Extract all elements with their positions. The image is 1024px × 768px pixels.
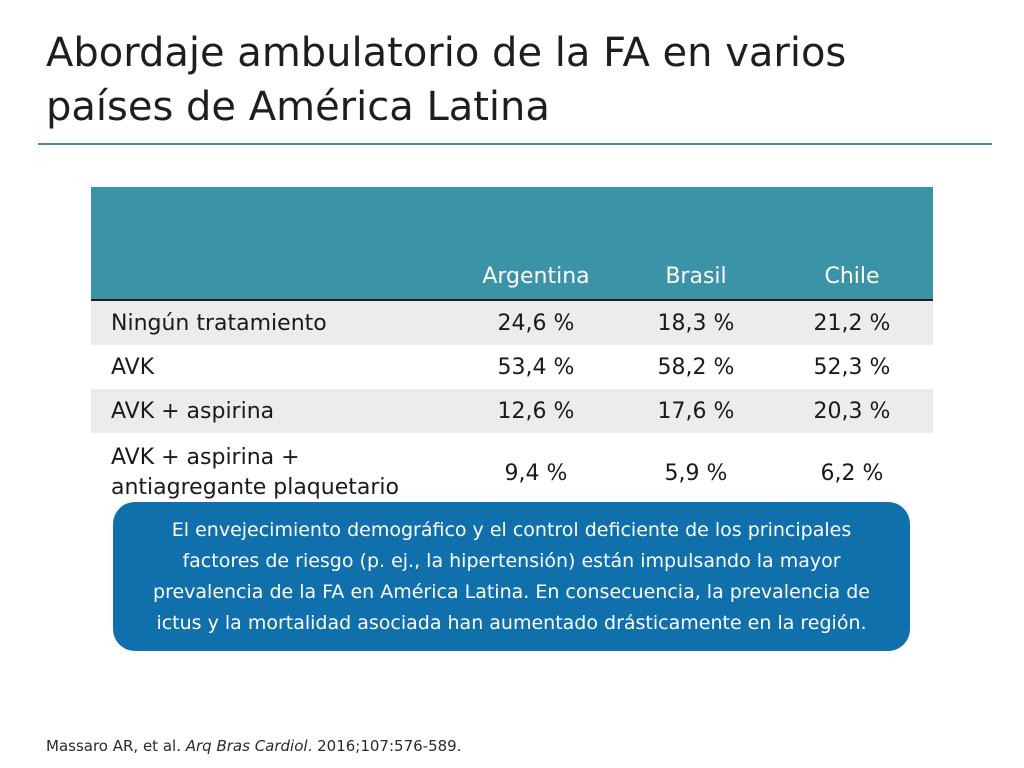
cell-value: 20,3 % — [771, 389, 933, 433]
cell-value: 21,2 % — [771, 300, 933, 345]
cell-value: 24,6 % — [451, 300, 621, 345]
row-label: AVK + aspirina + antiagregante plaquetar… — [91, 433, 451, 513]
cell-value: 6,2 % — [820, 460, 884, 486]
table-row: Ningún tratamiento 24,6 % 18,3 % 21,2 % — [91, 300, 933, 345]
cell-value: 5,9 % — [664, 460, 728, 486]
cell-value: 18,3 % — [621, 300, 771, 345]
cell-value: 52,3 % — [813, 354, 891, 380]
row-label: Ningún tratamiento — [91, 300, 451, 345]
citation-journal: Arq Bras Cardiol — [185, 737, 308, 755]
row-label: AVK — [111, 354, 155, 380]
table-row: AVK + aspirina 12,6 % 17,6 % 20,3 % — [91, 389, 933, 433]
table-row: AVK 53,4 % 58,2 % 52,3 % — [91, 345, 933, 389]
table-header-row: Argentina Brasil Chile — [91, 187, 933, 301]
table-row: AVK + aspirina + antiagregante plaquetar… — [91, 433, 933, 513]
citation-authors: Massaro AR, et al. — [46, 737, 181, 755]
slide-title-line-1: Abordaje ambulatorio de la FA en varios — [46, 30, 847, 76]
column-header-argentina: Argentina — [451, 187, 621, 301]
column-header-chile: Chile — [771, 187, 933, 301]
citation-details: . 2016;107:576-589. — [307, 737, 462, 755]
callout-text: El envejecimiento demográfico y el contr… — [153, 518, 870, 634]
table-header-corner — [91, 187, 451, 301]
slide-title: Abordaje ambulatorio de la FA en varios … — [46, 26, 946, 134]
cell-value: 53,4 % — [497, 354, 575, 380]
row-label: AVK + aspirina — [91, 389, 451, 433]
citation: Massaro AR, et al. Arq Bras Cardiol. 201… — [46, 737, 461, 755]
row-label-line-1: AVK + aspirina + — [111, 445, 300, 470]
cell-value: 17,6 % — [621, 389, 771, 433]
cell-value: 58,2 % — [657, 354, 735, 380]
key-message-callout: El envejecimiento demográfico y el contr… — [113, 502, 910, 651]
cell-value: 12,6 % — [451, 389, 621, 433]
treatment-table: Argentina Brasil Chile Ningún tratamient… — [91, 187, 933, 513]
cell-value: 9,4 % — [504, 460, 568, 486]
slide-title-line-2: países de América Latina — [46, 84, 550, 130]
column-header-brasil: Brasil — [621, 187, 771, 301]
row-label-line-2: antiagregante plaquetario — [111, 475, 399, 500]
title-divider — [38, 143, 992, 145]
